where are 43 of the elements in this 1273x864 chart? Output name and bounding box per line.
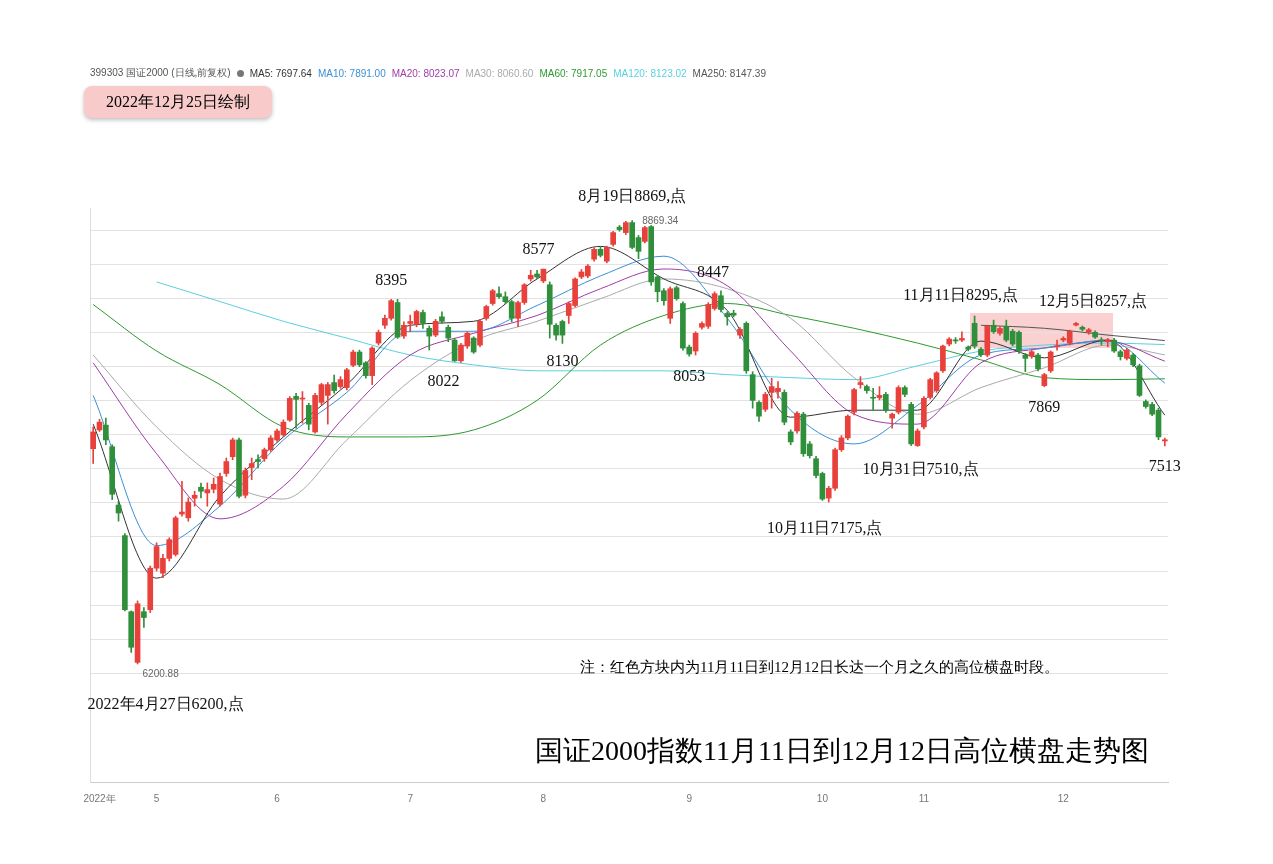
text: MA120: 8123.02 [613, 67, 687, 79]
annotation: 10月31日7510,点 [862, 459, 979, 477]
annotation: 8447 [696, 262, 729, 280]
candlestick [870, 387, 876, 411]
annotation: 8395 [375, 270, 408, 288]
annotation: 8577 [522, 240, 555, 258]
annotation: 7513 [1148, 457, 1181, 475]
x-tick-label: 8 [540, 792, 547, 804]
text: 国证2000指数11月11日到12月12日高位横盘走势图 [535, 734, 1149, 768]
annotation: 8869.34 [642, 215, 679, 227]
annotation: 2022年4月27日6200,点 [87, 695, 244, 713]
text: 8月19日8869,点 [578, 186, 687, 204]
candlestick [293, 392, 299, 429]
annotation: 12月5日8257,点 [1039, 291, 1148, 309]
x-tick-label: 10 [816, 792, 829, 804]
annotation: 8053 [673, 367, 706, 385]
annotation: 10月11日7175,点 [767, 519, 883, 537]
annotation: 8130 [546, 351, 579, 369]
candlestick [248, 457, 255, 480]
text: MA5: 7697.64 [249, 67, 312, 79]
text: MA20: 8023.07 [391, 67, 460, 79]
x-tick-label: 7 [407, 792, 414, 804]
x-tick-label: 11 [918, 792, 930, 804]
candlestick [959, 331, 965, 343]
annotation: 11月11日8295,点 [903, 286, 1018, 304]
text: MA30: 8060.60 [465, 67, 534, 79]
x-tick-label: 5 [153, 792, 160, 804]
chart-subtitle: 2022年12月25日绘制 [84, 86, 272, 118]
text: MA60: 7917.05 [539, 67, 608, 79]
annotation: 7869 [1028, 397, 1061, 415]
candlestick [255, 454, 261, 469]
x-tick-label: 12 [1057, 792, 1070, 804]
x-tick-label: 6 [274, 792, 281, 804]
annotation: 注：红色方块内为11月11日到12月12日长达一个月之久的高位横盘时段。 [580, 658, 1059, 677]
text: MA10: 7891.00 [317, 67, 386, 79]
annotation: 6200.88 [142, 667, 180, 679]
candlestick [1104, 338, 1111, 348]
x-tick-label: 2022年 [83, 792, 116, 804]
text: MA250: 8147.39 [692, 67, 766, 79]
candlestick [1022, 353, 1029, 372]
annotation: 8022 [427, 371, 460, 389]
legend-title: 399303 国证2000 (日线,前复权) [90, 66, 231, 80]
x-tick-label: 9 [686, 792, 693, 804]
